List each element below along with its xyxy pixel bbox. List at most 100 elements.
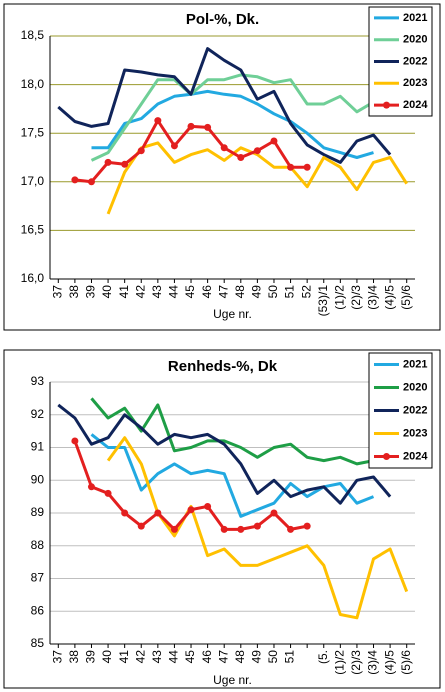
legend-marker	[383, 101, 390, 109]
legend-label: 2021	[403, 12, 427, 24]
point	[220, 144, 228, 152]
chart-title: Pol-%, Dk.	[186, 11, 259, 28]
x-tick-label: 37	[50, 285, 64, 299]
x-tick-label: (4)/5	[382, 285, 396, 310]
point	[71, 176, 79, 184]
x-tick-label: 42	[133, 650, 147, 664]
point	[187, 506, 195, 514]
point	[170, 525, 178, 533]
x-tick-label: (5.	[316, 650, 330, 664]
x-tick-label: 49	[250, 285, 264, 299]
x-tick-label: 46	[200, 650, 214, 664]
point	[253, 147, 261, 155]
series-line	[91, 89, 374, 159]
x-tick-label: (53)/1	[316, 285, 330, 317]
y-tick-label: 91	[31, 440, 45, 454]
x-tick-label: 51	[283, 650, 297, 664]
x-tick-label: 42	[133, 285, 147, 299]
x-tick-label: 43	[150, 285, 164, 299]
y-tick-label: 90	[31, 472, 45, 486]
series-line	[90, 433, 375, 518]
x-tick-label: 48	[233, 650, 247, 664]
legend-label: 2021	[403, 358, 427, 370]
x-tick-label: 43	[150, 650, 164, 664]
y-tick-label: 87	[31, 571, 45, 585]
point	[237, 525, 245, 533]
y-tick-label: 93	[31, 374, 45, 388]
x-tick-label: 45	[183, 285, 197, 299]
y-tick-label: 17,5	[21, 125, 45, 139]
x-tick-label: 40	[100, 650, 114, 664]
point	[87, 178, 95, 186]
legend-label: 2023	[403, 427, 427, 439]
y-tick-label: 85	[31, 636, 45, 650]
x-axis-label: Uge nr.	[213, 673, 252, 687]
y-tick-label: 16,0	[21, 271, 45, 285]
x-tick-label: 44	[167, 285, 181, 299]
legend-box	[368, 6, 433, 117]
point	[71, 437, 79, 445]
x-tick-label: 45	[183, 650, 197, 664]
legend-label: 2020	[403, 34, 427, 46]
x-tick-label: (5)/6	[399, 285, 413, 310]
legend-label: 2020	[403, 381, 427, 393]
point	[154, 509, 162, 517]
x-tick-label: (2)/3	[349, 285, 363, 310]
panel	[3, 349, 441, 689]
legend-label: 2024	[403, 99, 428, 111]
x-tick-label: 37	[50, 650, 64, 664]
point	[154, 117, 162, 125]
point	[253, 522, 261, 530]
point	[270, 509, 278, 517]
point	[87, 483, 95, 491]
point	[121, 160, 129, 168]
point	[104, 158, 112, 166]
x-tick-label: (3)/4	[366, 650, 380, 675]
point	[121, 509, 129, 517]
x-tick-label: 50	[266, 650, 280, 664]
x-tick-label: 41	[117, 650, 131, 664]
x-tick-label: 46	[200, 285, 214, 299]
y-tick-label: 18,0	[21, 77, 45, 91]
x-tick-label: 49	[250, 650, 264, 664]
y-tick-label: 89	[31, 505, 45, 519]
y-tick-label: 17,0	[21, 174, 45, 188]
x-tick-label: (1)/2	[333, 285, 347, 310]
series-line	[57, 403, 392, 505]
y-tick-label: 16,5	[21, 223, 45, 237]
x-tick-label: (2)/3	[349, 650, 363, 675]
point	[303, 163, 311, 171]
point	[204, 502, 212, 510]
x-tick-label: 52	[299, 285, 313, 299]
point	[104, 489, 112, 497]
series-line	[57, 47, 392, 164]
legend-label: 2022	[403, 55, 427, 67]
legend-label: 2023	[403, 77, 427, 89]
legend-marker	[383, 453, 390, 460]
point	[270, 137, 278, 145]
x-tick-label: 38	[67, 285, 81, 299]
legend-label: 2022	[403, 404, 427, 416]
y-tick-label: 18,5	[21, 28, 45, 42]
y-tick-label: 88	[31, 538, 45, 552]
legend-label: 2024	[403, 450, 428, 462]
y-tick-label: 92	[31, 407, 45, 421]
x-tick-label: 44	[167, 650, 181, 664]
x-tick-label: (5)/6	[399, 650, 413, 675]
point	[137, 522, 145, 530]
series-line	[106, 141, 408, 215]
point	[287, 163, 295, 171]
point	[187, 122, 195, 130]
x-tick-label: 38	[67, 650, 81, 664]
point	[204, 123, 212, 131]
x-tick-label: (3)/4	[366, 285, 380, 310]
x-tick-label: 51	[283, 285, 297, 299]
x-tick-label: (4)/5	[382, 650, 396, 675]
point	[137, 147, 145, 155]
point	[170, 142, 178, 150]
x-tick-label: 39	[84, 285, 98, 299]
chart-title: Renheds-%, Dk	[168, 358, 278, 375]
x-tick-label: 50	[266, 285, 280, 299]
point	[220, 525, 228, 533]
